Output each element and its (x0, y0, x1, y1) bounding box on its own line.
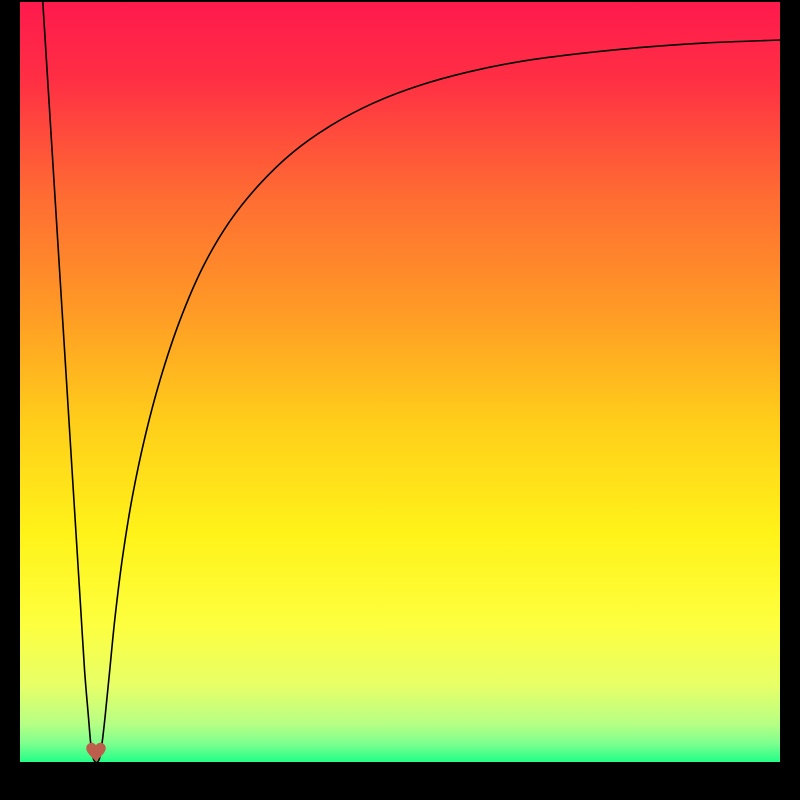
series-bottleneck_curve (43, 2, 780, 763)
plot-area (20, 2, 780, 762)
curve-svg (20, 2, 780, 762)
marker-min_point_heart (83, 739, 109, 765)
